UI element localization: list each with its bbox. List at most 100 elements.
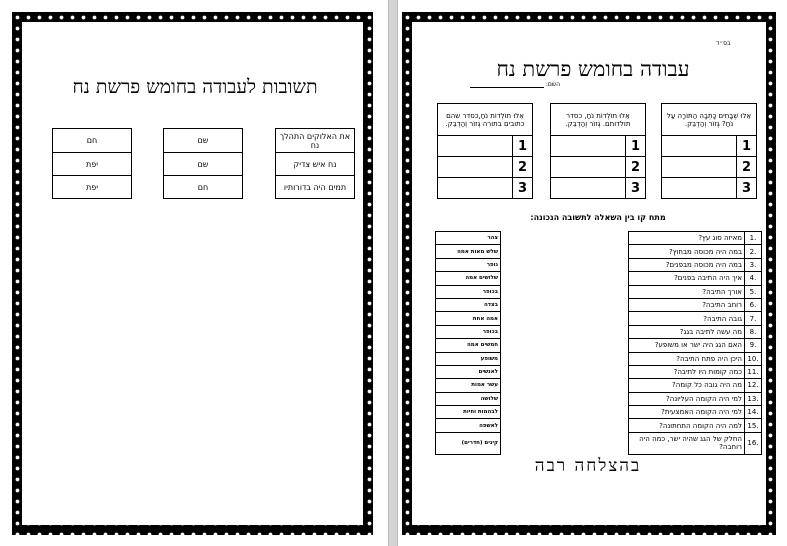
question-row: .14 למי היה הקומה האמצעית? [628,405,762,420]
paste-slot[interactable] [661,177,737,199]
paste-slot[interactable] [661,135,737,157]
paste-slot[interactable] [661,156,737,178]
paste-slot[interactable] [550,177,626,199]
bsd-label: בס״ד [716,40,731,47]
question-row: .9 האם הגג היה ישר או משופע? [628,338,762,353]
question-row: .2 במה היה מכוסה מבחוץ? [628,244,762,259]
questions-table: .1 מאיזה סוג עץ? .2 במה היה מכוסה מבחוץ? .3 ב… [628,230,762,455]
question-row: .13 למי היה הקומה העליונה? [628,391,762,407]
worksheet-page: בס״ד עבודה בחומש פרשת נח השם: אֵלוּ שְׁב… [398,0,787,546]
name-line [470,80,544,88]
answer-text: עשר אמות [435,378,501,393]
answers-page: תשובות לעבודה בחומש פרשת נח את האלוקים ה… [0,0,388,546]
answer-row: שלושים אמה [435,271,501,286]
question-number: .16 [744,431,762,455]
answer-text: אמה אחת [435,311,501,326]
question-number: .8 [744,324,762,340]
answers-table-order: חם יפת יפת [52,128,132,199]
page-border [12,12,373,535]
question-number: .15 [744,418,762,433]
question-text: למי היה הקומה האמצעית? [628,405,745,420]
answer-row: בכופר [435,284,501,299]
answers-table-generations: שם שם חם [163,128,243,199]
answer-text: גופר [435,257,501,273]
page-title: עבודה בחומש פרשת נח [496,57,690,81]
answer-text: בכופר [435,284,501,299]
paste-slot[interactable] [550,156,626,178]
answer-row: שלושה [435,391,501,407]
question-text: החלק של הגג שהיה ישר, כמה היה רוחבה? [628,431,745,455]
question-number: .9 [744,338,762,353]
answer-text: שלושה [435,391,501,407]
question-row: .7 גובה התיבה? [628,311,762,326]
question-text: במה היה מכוסה מבחוץ? [628,244,745,259]
paste-slot[interactable] [437,156,513,178]
answer-text: משופע [435,351,501,366]
question-number: .4 [744,271,762,286]
paste-slot[interactable] [550,135,626,157]
question-row: .15 למה היה הקומה התחתונה? [628,418,762,433]
answer-row: עשר אמות [435,378,501,393]
question-number: .7 [744,311,762,326]
name-field[interactable]: השם: [470,80,560,88]
question-number: .3 [744,257,762,273]
answers-table-praises: את האלוקים התהלך נח נח איש צדיק תמים היה… [275,128,355,199]
question-row: .12 מה היה גובה כל קומה? [628,378,762,393]
question-text: כמה קומות היו לתיבה? [628,364,745,380]
page-gutter [388,0,398,546]
question-number: .10 [744,351,762,366]
question-number: .14 [744,405,762,420]
question-text: היכן היה פתח התיבה? [628,351,745,366]
matching-instruction: מתח קו בין השאלה לתשובה הנכונה: [530,213,666,222]
question-text: מה עשה לתיבה בגג? [628,324,745,340]
question-number: .12 [744,378,762,393]
question-row: .4 איך היה התיבה בפנים? [628,271,762,286]
answer-row: אמה אחת [435,311,501,326]
question-number: .5 [744,284,762,299]
question-text: גובה התיבה? [628,311,745,326]
question-text: מאיזה סוג עץ? [628,230,745,246]
answer-row: קינים (חדרים) [435,431,501,455]
question-row: .8 מה עשה לתיבה בגג? [628,324,762,340]
question-text: איך היה התיבה בפנים? [628,271,745,286]
question-row: .3 במה היה מכוסה מבפנים? [628,257,762,273]
question-row: .6 רוחב התיבה? [628,297,762,313]
answer-row: בכופר [435,324,501,340]
paste-slot[interactable] [437,177,513,199]
answers-table: צהר שלש מאות אמה גופר שלושים אמה בכופר בצדה אמ… [435,230,501,455]
question-number: .1 [744,230,762,246]
answer-row: גופר [435,257,501,273]
answer-row: בצדה [435,297,501,313]
answer-row: שלש מאות אמה [435,244,501,259]
answer-row: חמשים אמה [435,338,501,353]
question-text: למה היה הקומה התחתונה? [628,418,745,433]
page-title: תשובות לעבודה בחומש פרשת נח [72,76,318,98]
question-number: .11 [744,364,762,380]
question-text: מה היה גובה כל קומה? [628,378,745,393]
question-row: .5 אורך התיבה? [628,284,762,299]
generations-table: אֵלוּ תוֹלְדוֹת נֹחַ, כסדר תולדותם. גְּז… [550,103,646,199]
answer-text: בכופר [435,324,501,340]
name-label: השם: [545,81,560,88]
answer-row: לאשפה [435,418,501,433]
question-number: .6 [744,297,762,313]
answer-row: לבהמות וחיות [435,405,501,420]
paste-slot[interactable] [437,135,513,157]
question-row: .11 כמה קומות היו לתיבה? [628,364,762,380]
question-text: רוחב התיבה? [628,297,745,313]
footer-text: בהצלחה רבה [534,456,642,476]
answer-text: חמשים אמה [435,338,501,353]
answer-row: משופע [435,351,501,366]
question-text: אורך התיבה? [628,284,745,299]
answer-text: לאשפה [435,418,501,433]
answer-text: שלש מאות אמה [435,244,501,259]
question-row: .10 היכן היה פתח התיבה? [628,351,762,366]
question-text: האם הגג היה ישר או משופע? [628,338,745,353]
question-number: .2 [744,244,762,259]
answer-text: בצדה [435,297,501,313]
answer-text: לבהמות וחיות [435,405,501,420]
answer-row: צהר [435,230,501,246]
question-text: למי היה הקומה העליונה? [628,391,745,407]
order-table: אֵלוּ תוֹלְדוֹת נֹחַ,כסדר שהם כתובים בתו… [437,103,533,199]
question-number: .13 [744,391,762,407]
